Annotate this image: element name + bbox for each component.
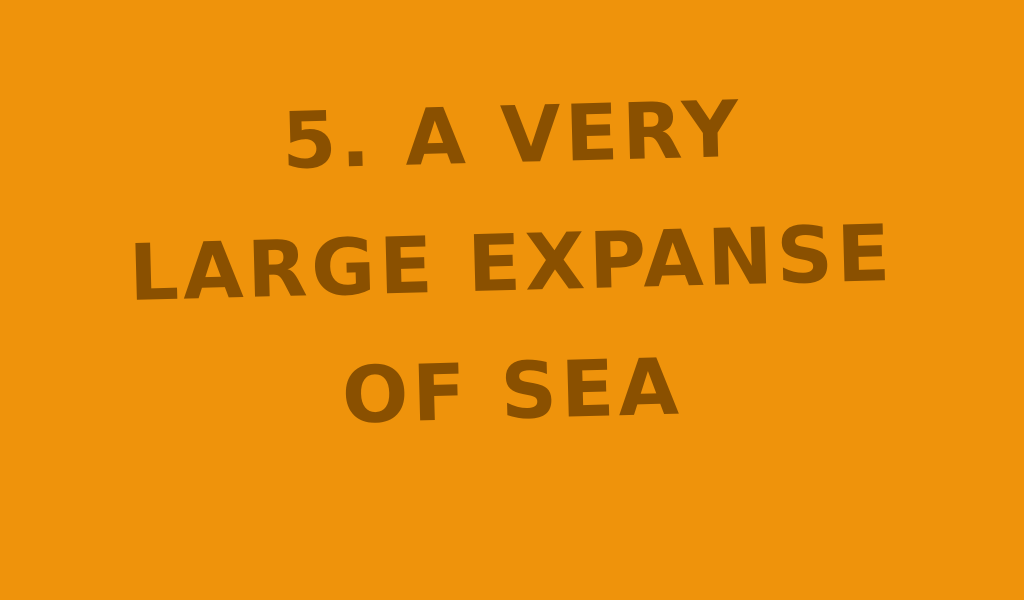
clue-text: 5. A Very Large Expanse of Sea (0, 72, 1024, 456)
clue-line-1: 5. A Very (280, 84, 744, 188)
clue-line-3: of Sea (340, 342, 684, 442)
clue-line-2: Large Expanse (128, 209, 896, 319)
